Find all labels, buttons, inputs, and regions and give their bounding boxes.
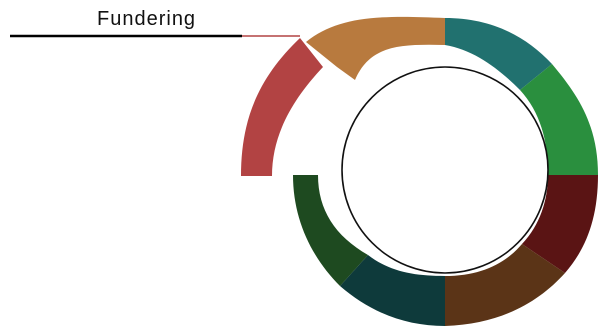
segment-dark-teal xyxy=(340,255,445,326)
inner-circle xyxy=(341,66,549,274)
segment-maroon xyxy=(522,175,598,273)
segment-teal xyxy=(445,18,552,90)
segment-orange xyxy=(306,16,445,80)
segment-dark-green xyxy=(293,175,368,286)
segment-green xyxy=(520,64,598,175)
segment-brown xyxy=(445,244,565,326)
segment-red xyxy=(241,38,323,176)
fundering-label: Fundering xyxy=(97,8,197,30)
